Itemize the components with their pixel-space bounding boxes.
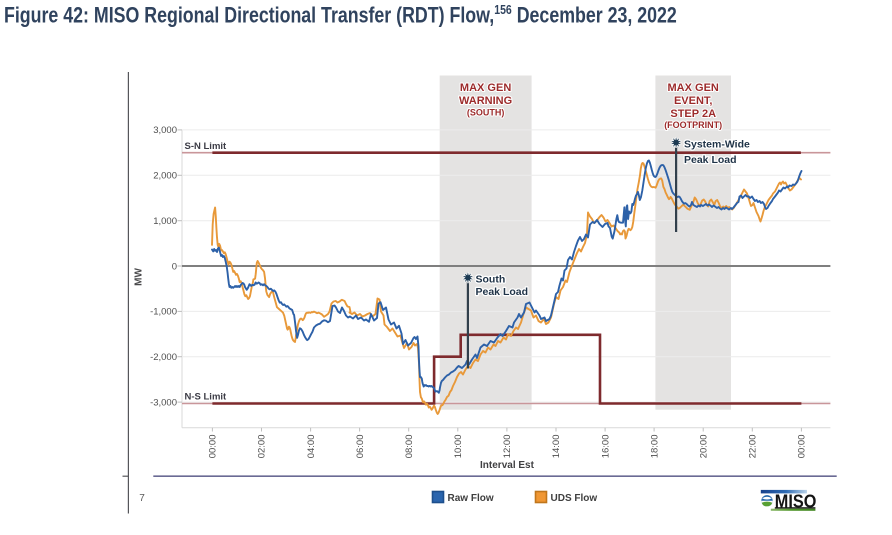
svg-text:(SOUTH): (SOUTH)	[467, 108, 505, 118]
svg-text:14:00: 14:00	[551, 435, 562, 459]
svg-text:00:00: 00:00	[797, 435, 808, 459]
svg-text:Peak Load: Peak Load	[476, 286, 529, 298]
svg-text:1,000: 1,000	[153, 216, 177, 227]
svg-text:MISO: MISO	[775, 491, 817, 512]
svg-text:-1,000: -1,000	[150, 307, 177, 318]
svg-text:0: 0	[172, 261, 177, 272]
svg-text:System-Wide: System-Wide	[684, 139, 750, 151]
svg-text:2,000: 2,000	[153, 171, 177, 182]
svg-text:STEP 2A: STEP 2A	[670, 108, 716, 120]
svg-text:08:00: 08:00	[404, 435, 415, 459]
svg-text:20:00: 20:00	[698, 435, 709, 459]
svg-text:S-N Limit: S-N Limit	[185, 141, 228, 152]
svg-text:South: South	[476, 274, 506, 286]
svg-text:Raw Flow: Raw Flow	[448, 493, 494, 504]
svg-text:10:00: 10:00	[453, 435, 464, 459]
svg-text:MW: MW	[134, 268, 145, 286]
svg-text:UDS Flow: UDS Flow	[551, 493, 598, 504]
svg-text:00:00: 00:00	[208, 435, 219, 459]
svg-text:16:00: 16:00	[600, 435, 611, 459]
svg-text:18:00: 18:00	[649, 435, 660, 459]
svg-text:MAX GEN: MAX GEN	[668, 82, 719, 94]
svg-text:Interval Est: Interval Est	[480, 460, 535, 471]
svg-text:3,000: 3,000	[153, 125, 177, 136]
svg-text:12:00: 12:00	[502, 435, 513, 459]
svg-text:N-S Limit: N-S Limit	[185, 392, 228, 403]
svg-text:-2,000: -2,000	[150, 352, 177, 363]
svg-text:-3,000: -3,000	[150, 397, 177, 408]
svg-text:MAX GEN: MAX GEN	[460, 82, 511, 94]
svg-text:EVENT,: EVENT,	[674, 95, 713, 107]
svg-text:06:00: 06:00	[355, 435, 366, 459]
svg-text:7: 7	[139, 493, 145, 504]
svg-text:04:00: 04:00	[306, 435, 317, 459]
svg-text:WARNING: WARNING	[459, 95, 512, 107]
svg-text:(FOOTPRINT): (FOOTPRINT)	[664, 120, 722, 130]
svg-text:02:00: 02:00	[257, 435, 268, 459]
svg-text:22:00: 22:00	[748, 435, 759, 459]
svg-text:Peak Load: Peak Load	[684, 154, 737, 166]
